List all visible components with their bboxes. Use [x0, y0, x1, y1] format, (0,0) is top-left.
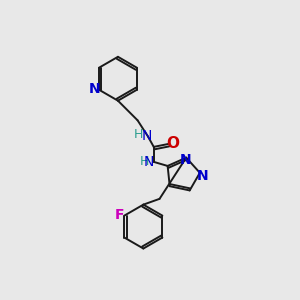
- Text: H: H: [140, 155, 149, 168]
- Text: N: N: [143, 155, 154, 169]
- Text: O: O: [167, 136, 179, 151]
- Text: N: N: [141, 130, 152, 143]
- Text: H: H: [134, 128, 143, 141]
- Text: N: N: [179, 153, 191, 167]
- Text: F: F: [115, 208, 124, 222]
- Text: N: N: [89, 82, 100, 96]
- Text: N: N: [197, 169, 208, 183]
